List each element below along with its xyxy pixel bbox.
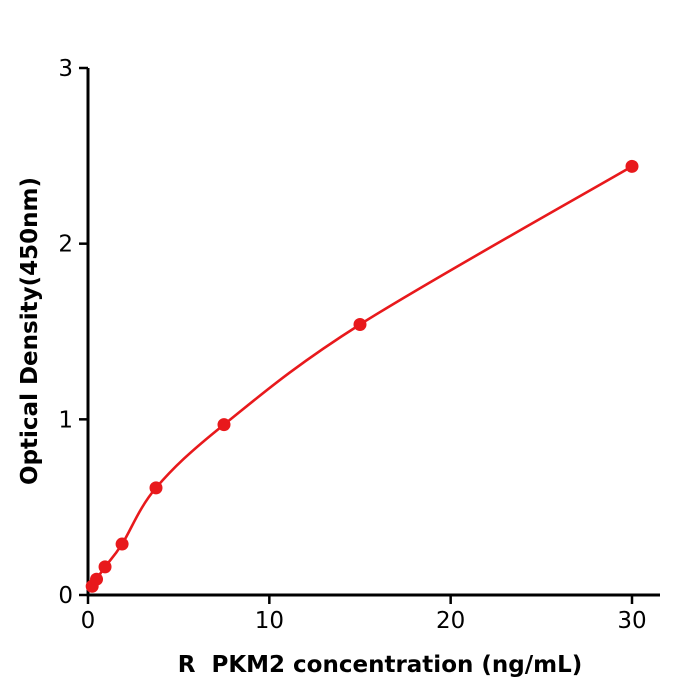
- y-axis-label: Optical Density(450nm): [17, 177, 43, 485]
- data-point: [217, 418, 231, 432]
- data-point: [98, 560, 112, 574]
- y-tick-label: 3: [58, 56, 73, 82]
- fit-curve: [91, 165, 633, 587]
- x-tick-label: 10: [255, 608, 284, 634]
- data-point: [625, 159, 639, 173]
- data-point: [115, 537, 129, 551]
- x-tick-label: 20: [436, 608, 465, 634]
- y-tick-label: 2: [58, 232, 73, 258]
- x-axis-label: R PKM2 concentration (ng/mL): [177, 652, 583, 678]
- x-tick-label: 0: [81, 608, 96, 634]
- y-tick-label: 1: [58, 407, 73, 433]
- data-point: [353, 317, 367, 331]
- data-point: [149, 481, 163, 495]
- y-tick-label: 0: [58, 583, 73, 609]
- x-tick-label: 30: [617, 608, 646, 634]
- data-point: [90, 572, 104, 586]
